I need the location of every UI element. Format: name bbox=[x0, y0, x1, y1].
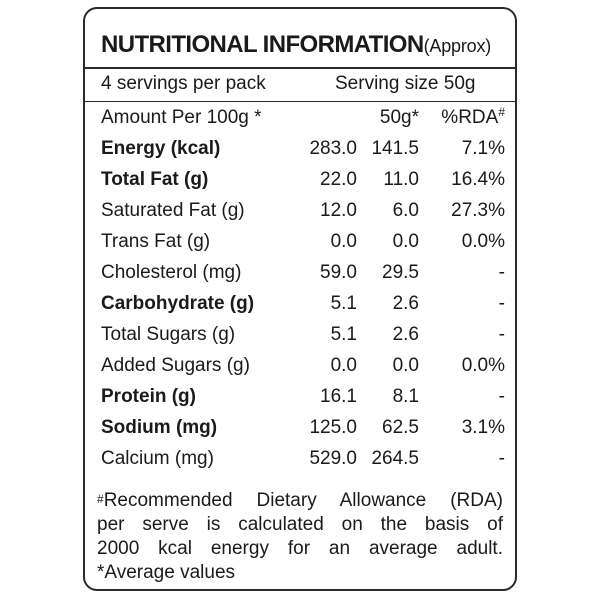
value-per-50g: 0.0 bbox=[392, 231, 419, 252]
table-row: Total Sugars (g) 5.1 2.6 - bbox=[85, 320, 515, 351]
value-per-50g: 62.5 bbox=[382, 417, 419, 438]
nutrition-label-panel: NUTRITIONAL INFORMATION(Approx) 4 servin… bbox=[83, 7, 517, 591]
table-header-row: Amount Per 100g * 50g* %RDA# bbox=[85, 103, 515, 134]
value-rda: 16.4% bbox=[451, 169, 505, 190]
footnote-rda-mark: # bbox=[97, 492, 104, 506]
table-row: Trans Fat (g) 0.0 0.0 0.0% bbox=[85, 227, 515, 258]
divider-title bbox=[85, 67, 515, 69]
table-row: Protein (g) 16.1 8.1 - bbox=[85, 382, 515, 413]
value-per-50g: 2.6 bbox=[392, 324, 419, 345]
title-row: NUTRITIONAL INFORMATION(Approx) bbox=[101, 31, 491, 59]
value-rda: - bbox=[498, 324, 505, 345]
nutrient-name: Sodium (mg) bbox=[101, 417, 218, 438]
value-per-100g: 16.1 bbox=[320, 386, 357, 407]
value-per-100g: 283.0 bbox=[309, 138, 357, 159]
value-per-50g: 141.5 bbox=[371, 138, 419, 159]
value-per-100g: 59.0 bbox=[320, 262, 357, 283]
value-per-100g: 0.0 bbox=[330, 355, 357, 376]
nutrition-table: Amount Per 100g * 50g* %RDA# Energy (kca… bbox=[85, 103, 515, 475]
nutrient-name: Added Sugars (g) bbox=[101, 355, 250, 376]
value-per-50g: 11.0 bbox=[383, 169, 419, 190]
value-per-50g: 6.0 bbox=[392, 200, 419, 221]
header-rda-mark: # bbox=[498, 105, 505, 119]
footnote-line-4: *Average values bbox=[97, 562, 236, 583]
nutrient-name: Trans Fat (g) bbox=[101, 231, 211, 252]
value-per-100g: 529.0 bbox=[309, 448, 357, 469]
value-per-50g: 8.1 bbox=[392, 386, 419, 407]
nutrient-name: Energy (kcal) bbox=[101, 138, 221, 159]
value-rda: 0.0% bbox=[461, 355, 505, 376]
value-rda: 3.1% bbox=[461, 417, 505, 438]
footnote-line-2: per serve is calculated on the basis of bbox=[97, 514, 503, 535]
table-row: Total Fat (g) 22.0 11.0 16.4% bbox=[85, 165, 515, 196]
value-rda: - bbox=[498, 386, 505, 407]
value-per-100g: 22.0 bbox=[320, 169, 357, 190]
value-rda: - bbox=[498, 262, 505, 283]
value-rda: 27.3% bbox=[451, 200, 505, 221]
footnote-line-3: 2000 kcal energy for an average adult. bbox=[97, 538, 503, 559]
table-row: Cholesterol (mg) 59.0 29.5 - bbox=[85, 258, 515, 289]
value-rda: 0.0% bbox=[461, 231, 505, 252]
value-per-100g: 12.0 bbox=[320, 200, 357, 221]
nutrient-name: Total Fat (g) bbox=[101, 169, 209, 190]
footnote: #Recommended Dietary Allowance (RDA) per… bbox=[97, 489, 503, 585]
nutrient-name: Cholesterol (mg) bbox=[101, 262, 242, 283]
label-title-suffix: (Approx) bbox=[423, 36, 492, 56]
value-per-50g: 2.6 bbox=[392, 293, 419, 314]
table-row: Saturated Fat (g) 12.0 6.0 27.3% bbox=[85, 196, 515, 227]
nutrient-name: Carbohydrate (g) bbox=[101, 293, 255, 314]
table-row: Energy (kcal) 283.0 141.5 7.1% bbox=[85, 134, 515, 165]
nutrient-name: Calcium (mg) bbox=[101, 448, 214, 469]
value-rda: - bbox=[498, 448, 505, 469]
table-body: Energy (kcal) 283.0 141.5 7.1% Total Fat (g)… bbox=[85, 134, 515, 475]
serving-size: Serving size 50g bbox=[335, 73, 476, 94]
value-rda: 7.1% bbox=[461, 138, 505, 159]
value-rda: - bbox=[498, 293, 505, 314]
nutrient-name: Protein (g) bbox=[101, 386, 196, 407]
divider-serving bbox=[85, 101, 515, 102]
table-row: Calcium (mg) 529.0 264.5 - bbox=[85, 444, 515, 475]
value-per-100g: 125.0 bbox=[309, 417, 357, 438]
nutrient-name: Saturated Fat (g) bbox=[101, 200, 245, 221]
header-rda-label: %RDA bbox=[441, 107, 499, 128]
label-title: NUTRITIONAL INFORMATION bbox=[101, 31, 424, 58]
table-row: Added Sugars (g) 0.0 0.0 0.0% bbox=[85, 351, 515, 382]
header-amount: Amount Per 100g * bbox=[101, 107, 262, 128]
footnote-line-1-text: Recommended Dietary Allowance (RDA) bbox=[103, 490, 503, 511]
footnote-line-1: #Recommended Dietary Allowance (RDA) bbox=[97, 489, 503, 513]
table-row: Sodium (mg) 125.0 62.5 3.1% bbox=[85, 413, 515, 444]
value-per-50g: 29.5 bbox=[382, 262, 419, 283]
header-rda: %RDA# bbox=[437, 105, 505, 129]
table-row: Carbohydrate (g) 5.1 2.6 - bbox=[85, 289, 515, 320]
nutrient-name: Total Sugars (g) bbox=[101, 324, 236, 345]
header-50g: 50g* bbox=[379, 107, 419, 128]
value-per-100g: 0.0 bbox=[330, 231, 357, 252]
value-per-100g: 5.1 bbox=[330, 324, 357, 345]
value-per-50g: 264.5 bbox=[371, 448, 419, 469]
value-per-50g: 0.0 bbox=[392, 355, 419, 376]
value-per-100g: 5.1 bbox=[330, 293, 357, 314]
servings-per-pack: 4 servings per pack bbox=[101, 73, 266, 94]
